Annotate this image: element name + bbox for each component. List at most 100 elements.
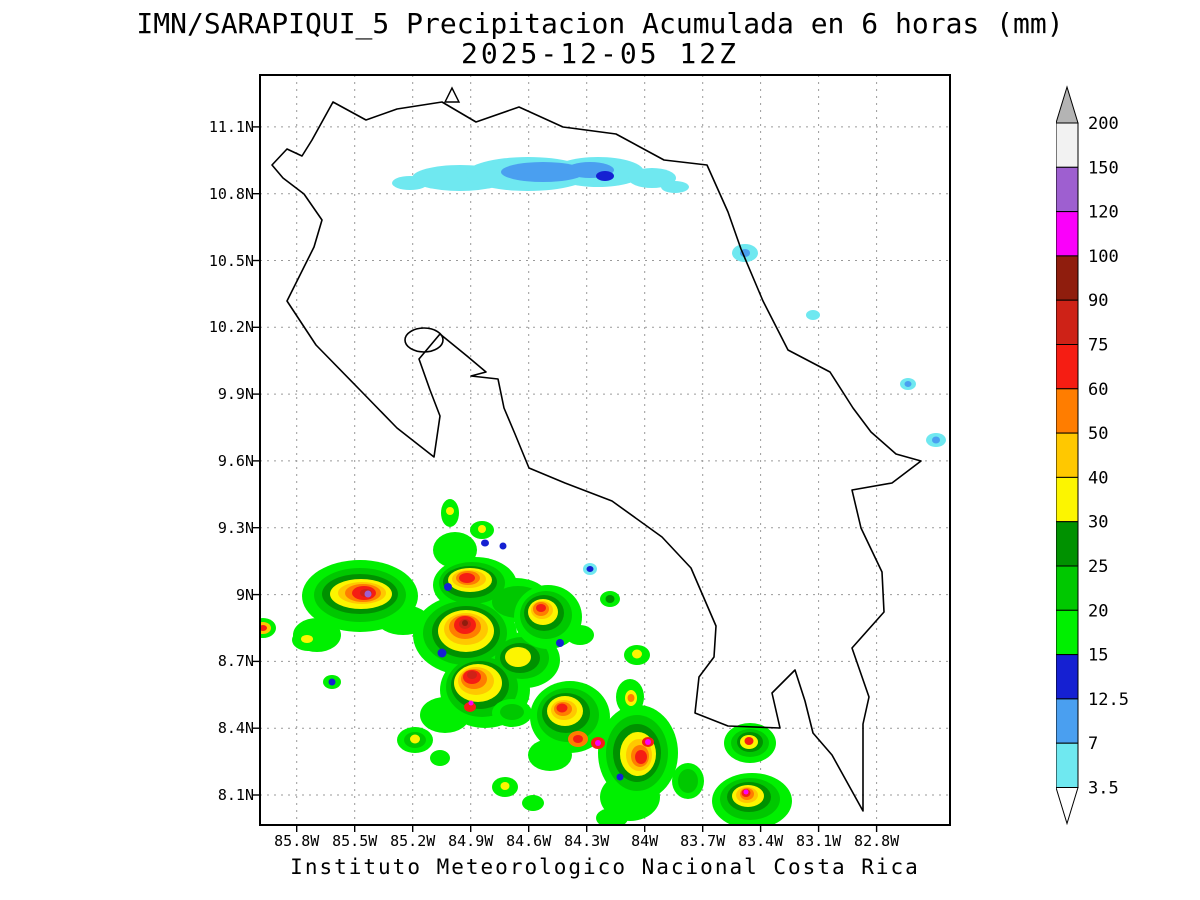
precip-blob-yellow — [410, 734, 420, 744]
precip-blob-dblue — [328, 678, 336, 686]
plot-frame — [259, 74, 951, 826]
precip-blob-magenta — [468, 700, 474, 706]
x-tick-label: 83.4W — [738, 832, 784, 850]
x-tick-label: 85.8W — [274, 832, 320, 850]
precip-blob-purple — [364, 590, 372, 598]
y-tick-label: 8.7N — [217, 652, 254, 671]
colorbar-segment — [1056, 122, 1079, 168]
colorbar-label: 90 — [1088, 291, 1108, 311]
colorbar-label: 3.5 — [1088, 779, 1119, 799]
x-tick-label: 84.9W — [448, 832, 494, 850]
x-tick-label: 84.3W — [564, 832, 610, 850]
colorbar-segment — [1056, 609, 1079, 656]
precip-blob-dblue — [444, 583, 452, 591]
colorbar-segment — [1056, 299, 1079, 345]
chart-subtitle-datetime: 2025-12-05 12Z — [460, 37, 739, 70]
precipitation-shading — [260, 157, 946, 825]
precip-blob-yellow — [446, 507, 454, 515]
precip-blob-dblue — [586, 566, 594, 572]
precip-blob-bgreen — [430, 750, 450, 766]
x-tick-label: 83.1W — [796, 832, 842, 850]
y-tick-label: 10.8N — [208, 184, 254, 203]
colorbar-label: 60 — [1088, 380, 1108, 400]
precip-blob-magenta — [645, 739, 651, 745]
x-tick-label: 84W — [631, 832, 659, 850]
colorbar-label: 15 — [1088, 646, 1108, 666]
colorbar-segment — [1056, 698, 1079, 744]
precip-blob-bgreen — [522, 795, 544, 811]
precip-blob-dblue — [616, 773, 624, 781]
y-tick-label: 9.6N — [217, 451, 254, 470]
colorbar-label: 20 — [1088, 601, 1108, 621]
precip-blob-red — [536, 604, 546, 612]
precip-blob-red — [573, 735, 583, 743]
colorbar-label: 120 — [1088, 203, 1119, 223]
colorbar-segment — [1056, 742, 1079, 789]
x-tick-label: 82.8W — [854, 832, 900, 850]
precip-blob-red — [459, 573, 475, 583]
footer-caption: Instituto Meteorologico Nacional Costa R… — [290, 855, 920, 879]
precip-blob-blue — [932, 436, 940, 444]
precip-blob-dblue — [596, 171, 614, 181]
x-tick-label: 83.7W — [680, 832, 726, 850]
precip-blob-yellow — [500, 782, 510, 790]
precip-blob-dblue — [556, 639, 564, 647]
precip-blob-maroon — [462, 620, 468, 626]
precip-blob-cyan — [661, 181, 689, 193]
colorbar-label: 150 — [1088, 158, 1119, 178]
precip-blob-cyan — [806, 310, 820, 320]
colorbar-arrow-top — [1056, 85, 1079, 124]
axis-tick-marks — [253, 126, 878, 832]
precip-blob-dgreen — [605, 595, 615, 603]
colorbar-segment — [1056, 565, 1079, 611]
colorbar-label: 200 — [1088, 114, 1119, 134]
colorbar-segment — [1056, 476, 1079, 523]
costa-rica-coastline — [271, 86, 922, 812]
precip-blob-cyan — [628, 168, 676, 188]
colorbar-label: 25 — [1088, 557, 1108, 577]
colorbar-segment — [1056, 432, 1079, 478]
isla-chira-outline — [404, 327, 444, 353]
y-tick-label: 10.5N — [208, 251, 254, 270]
precip-blob-dblue — [499, 542, 507, 550]
precip-blob-red — [556, 703, 568, 713]
precip-blob-yellow — [301, 635, 313, 643]
precip-blob-blue — [501, 162, 585, 182]
colorbar-segment — [1056, 255, 1079, 301]
y-tick-label: 9N — [235, 585, 254, 604]
precip-blob-red — [635, 750, 647, 764]
y-tick-label: 8.4N — [217, 719, 254, 738]
y-tick-label: 10.2N — [208, 318, 254, 337]
colorbar-segment — [1056, 344, 1079, 390]
colorbar-label: 100 — [1088, 247, 1119, 267]
colorbar-segment — [1056, 166, 1079, 213]
y-tick-label: 11.1N — [208, 117, 254, 136]
x-tick-label: 85.2W — [390, 832, 436, 850]
colorbar-arrow-bottom — [1056, 787, 1079, 826]
precip-blob-dblue — [481, 539, 489, 547]
map-plot — [253, 74, 951, 832]
precip-blob-magenta — [595, 740, 601, 746]
y-tick-label: 9.3N — [217, 518, 254, 537]
costa-rica-outline — [271, 101, 922, 812]
x-tick-label: 85.5W — [332, 832, 378, 850]
colorbar-label: 30 — [1088, 513, 1108, 533]
y-tick-label: 8.1N — [217, 785, 254, 804]
precip-blob-yellow — [505, 647, 531, 667]
precip-blob-green — [678, 769, 698, 793]
chart-title: IMN/SARAPIQUI_5 Precipitacion Acumulada … — [136, 7, 1064, 40]
precip-blob-dred — [467, 671, 477, 679]
colorbar-segment — [1056, 654, 1079, 700]
lake-island-triangle-marker — [443, 86, 461, 103]
colorbar-label: 12.5 — [1088, 690, 1129, 710]
precip-blob-red — [260, 625, 267, 631]
colorbar: 200 150 120 100 90 75 60 50 40 30 25 20 15 12.5 7 3.5 — [1056, 85, 1129, 826]
precip-blob-bgreen — [596, 808, 628, 825]
precip-blob-yellow — [478, 525, 486, 533]
precip-blob-bgreen — [528, 739, 572, 771]
colorbar-segment — [1056, 521, 1079, 567]
precip-blob-magenta — [743, 789, 749, 795]
colorbar-label: 50 — [1088, 424, 1108, 444]
precip-blob-yellow — [632, 649, 642, 659]
